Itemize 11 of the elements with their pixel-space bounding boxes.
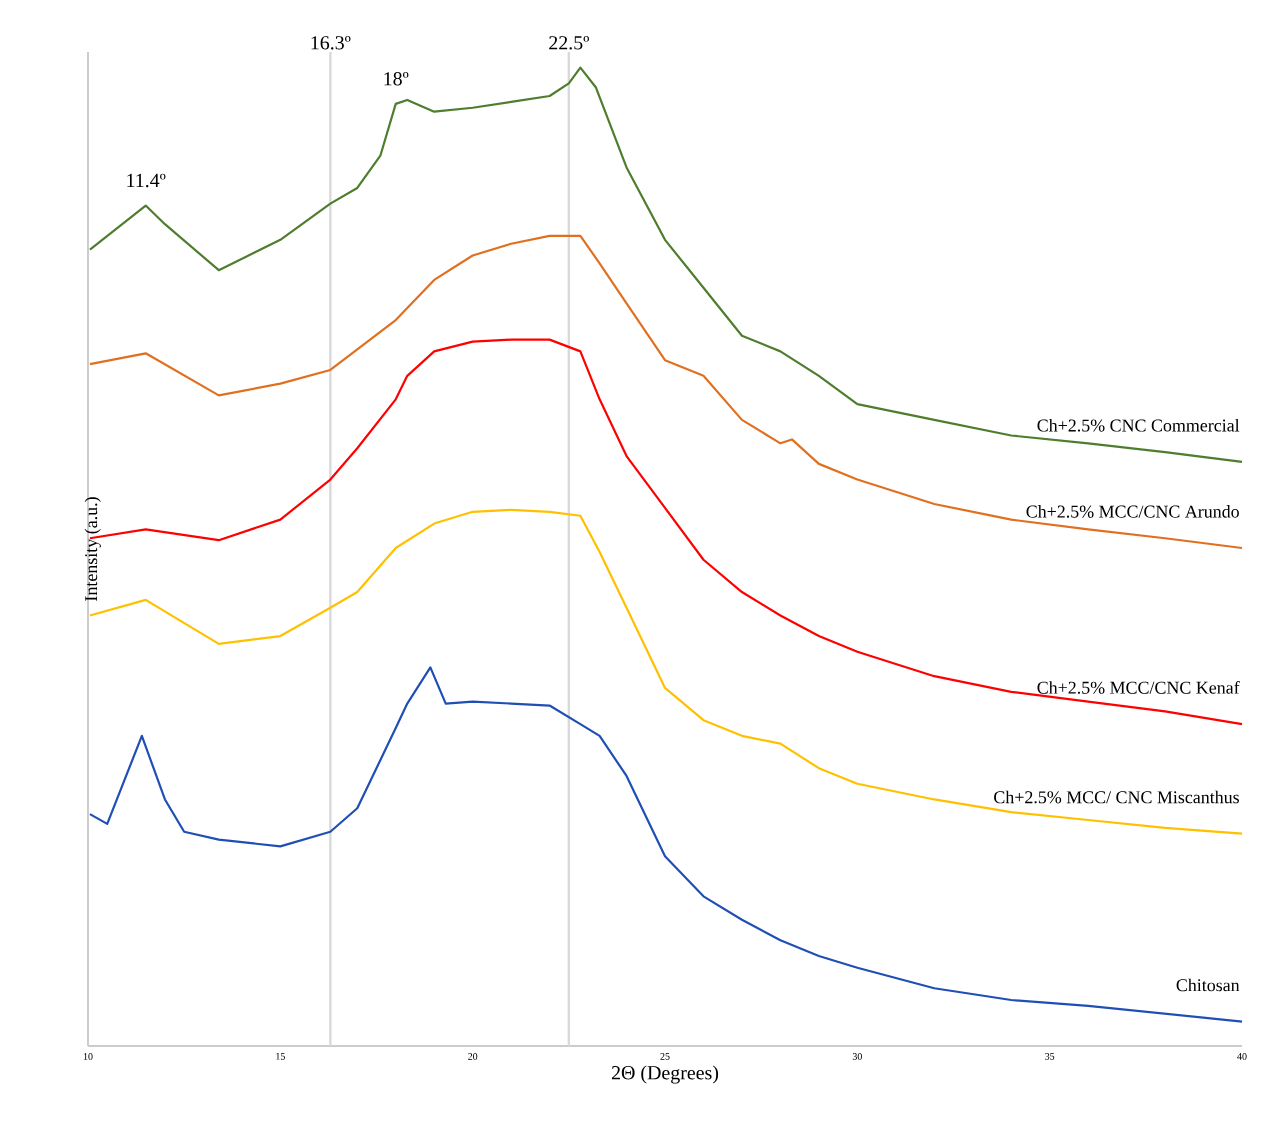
ref-line-label: 22.5º	[549, 36, 589, 50]
annotation: 18º	[384, 72, 409, 86]
annotation: 11.4º	[127, 173, 166, 188]
series-label: Chitosan	[1176, 978, 1240, 992]
ref-line-label: 16.3º	[311, 36, 351, 50]
x-axis-title: 2Θ (Degrees)	[611, 1065, 719, 1084]
y-axis-title: Intensity (a.u.)	[84, 497, 101, 601]
series-label: Ch+2.5% MCC/CNC Kenaf	[1037, 680, 1240, 694]
series-label: Ch+2.5% CNC Commercial	[1037, 418, 1240, 432]
series-label: Ch+2.5% MCC/ CNC Miscanthus	[994, 790, 1239, 804]
series-label: Ch+2.5% MCC/CNC Arundo	[1026, 505, 1239, 518]
